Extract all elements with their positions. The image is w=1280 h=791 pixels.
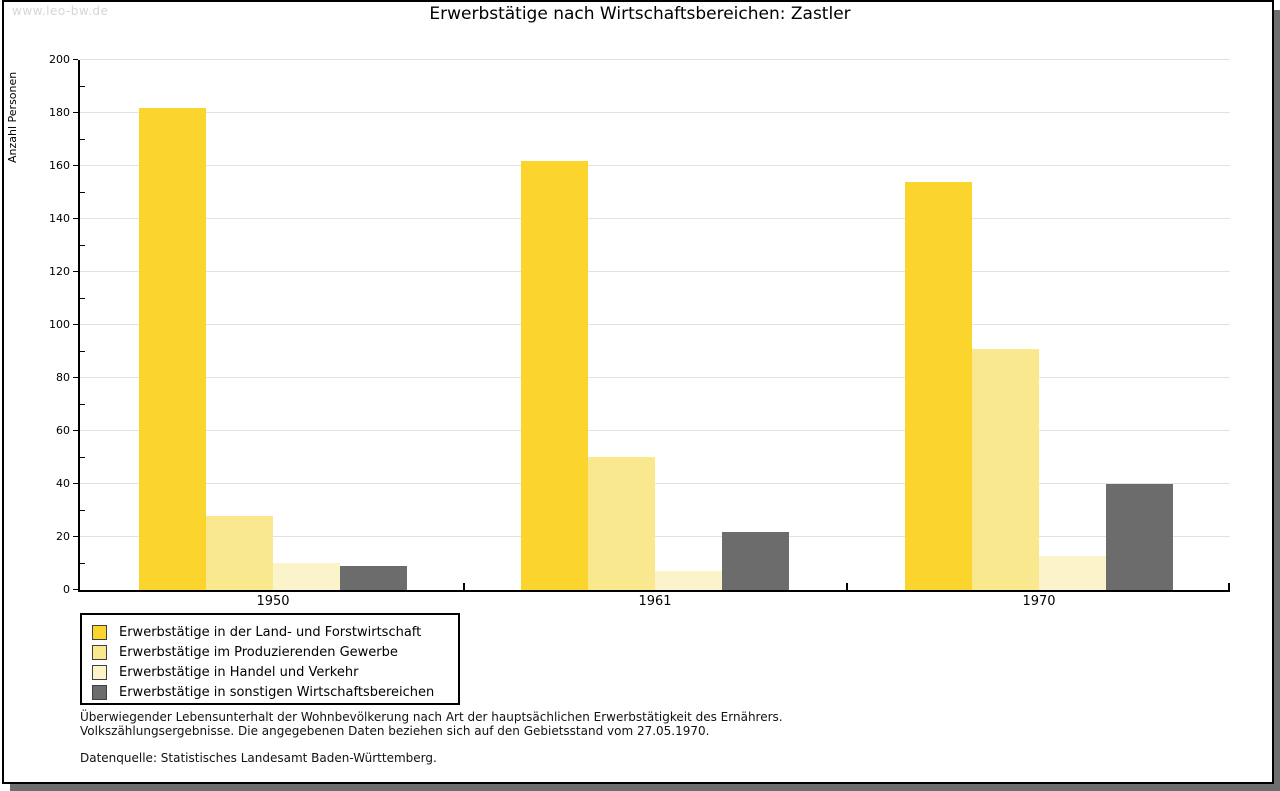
y-axis-minor-tick: [80, 350, 85, 352]
legend-item-sonstige-wirtschaftsbereiche: Erwerbstätige in sonstigen Wirtschaftsbe…: [92, 682, 458, 702]
bar-1961-series-3: [722, 532, 789, 590]
plot-area: 0 20 40 60 80 100 120 140 160 180 200 1950 1961 1970: [49, 54, 1230, 609]
y-axis-tick-label: 40: [56, 477, 70, 490]
gridline: [80, 377, 1230, 378]
y-axis-minor-tick: [80, 509, 85, 511]
y-axis-minor-tick: [80, 244, 85, 246]
x-axis-line: [78, 590, 1230, 592]
frame-shadow-right: [1274, 10, 1280, 791]
bar-1950-series-1: [206, 516, 273, 590]
bar-1970-series-1: [972, 349, 1039, 590]
data-source-line: Datenquelle: Statistisches Landesamt Bad…: [80, 751, 437, 765]
y-axis-minor-tick: [80, 403, 85, 405]
legend-item-produzierendes-gewerbe: Erwerbstätige im Produzierenden Gewerbe: [92, 642, 458, 662]
y-axis-major-tick: [73, 165, 78, 166]
y-axis-major-tick: [73, 112, 78, 113]
gridline: [80, 430, 1230, 431]
legend: Erwerbstätige in der Land- und Forstwirt…: [80, 613, 460, 705]
gridline: [80, 483, 1230, 484]
legend-swatch-sonstige-wirtschaftsbereiche: [92, 684, 107, 700]
bar-1961-series-1: [588, 457, 655, 590]
y-axis-minor-tick: [80, 297, 85, 299]
y-axis-major-tick: [73, 59, 78, 60]
y-axis-major-tick: [73, 589, 78, 590]
y-axis-major-tick: [73, 430, 78, 431]
legend-label: Erwerbstätige in der Land- und Forstwirt…: [119, 624, 422, 640]
y-axis-major-tick: [73, 483, 78, 484]
x-axis-boundary-tick: [846, 583, 848, 590]
y-axis-tick-label: 140: [49, 212, 70, 225]
x-axis-boundary-tick: [463, 583, 465, 590]
x-axis-category-label: 1961: [638, 594, 672, 609]
footnote-line-1: Überwiegender Lebensunterhalt der Wohnbe…: [80, 710, 783, 724]
y-axis-minor-tick: [80, 138, 85, 140]
y-axis-major-tick: [73, 218, 78, 219]
chart-title: Erwerbstätige nach Wirtschaftsbereichen:…: [429, 4, 851, 24]
bar-1970-series-3: [1106, 484, 1173, 590]
bar-1961-series-2: [655, 571, 722, 590]
legend-swatch-land-forstwirtschaft: [92, 624, 107, 640]
gridline: [80, 112, 1230, 113]
x-axis-end-tick: [1228, 583, 1230, 590]
y-axis-tick-label: 120: [49, 265, 70, 278]
bar-1950-series-2: [273, 563, 340, 590]
bar-1970-series-0: [905, 182, 972, 590]
y-axis-tick-label: 80: [56, 371, 70, 384]
gridline: [80, 271, 1230, 272]
y-axis-tick-label: 60: [56, 424, 70, 437]
bar-1950-series-3: [340, 566, 407, 590]
y-axis-title: Anzahl Personen: [6, 71, 19, 163]
gridline: [80, 218, 1230, 219]
x-axis-category-label: 1950: [256, 594, 290, 609]
bar-1970-series-2: [1039, 556, 1106, 590]
gridline: [80, 165, 1230, 166]
footnotes: Überwiegender Lebensunterhalt der Wohnbe…: [80, 710, 783, 765]
y-axis-major-tick: [73, 271, 78, 272]
y-axis-tick-label: 200: [49, 53, 70, 66]
y-axis-minor-tick: [80, 191, 85, 193]
y-axis-major-tick: [73, 377, 78, 378]
footnote-line-2: Volkszählungsergebnisse. Die angegebenen…: [80, 724, 710, 738]
legend-item-handel-verkehr: Erwerbstätige in Handel und Verkehr: [92, 662, 458, 682]
y-axis-minor-tick: [80, 85, 85, 87]
legend-swatch-handel-verkehr: [92, 664, 107, 680]
legend-label: Erwerbstätige in Handel und Verkehr: [119, 664, 359, 680]
legend-swatch-produzierendes-gewerbe: [92, 644, 107, 660]
y-axis-minor-tick: [80, 456, 85, 458]
y-axis-tick-label: 20: [56, 530, 70, 543]
y-axis-minor-tick: [80, 562, 85, 564]
bar-1950-series-0: [139, 108, 206, 590]
legend-item-land-forstwirtschaft: Erwerbstätige in der Land- und Forstwirt…: [92, 622, 458, 642]
y-axis-major-tick: [73, 536, 78, 537]
gridline: [80, 536, 1230, 537]
gridline: [80, 59, 1230, 60]
y-axis-major-tick: [73, 324, 78, 325]
legend-label: Erwerbstätige im Produzierenden Gewerbe: [119, 644, 398, 660]
y-axis-line: [78, 60, 80, 592]
y-axis-tick-label: 0: [63, 583, 70, 596]
y-axis-tick-label: 180: [49, 106, 70, 119]
x-axis-category-label: 1970: [1022, 594, 1056, 609]
legend-label: Erwerbstätige in sonstigen Wirtschaftsbe…: [119, 684, 435, 700]
y-axis-tick-label: 100: [49, 318, 70, 331]
frame-shadow-bottom: [10, 784, 1280, 791]
bar-1961-series-0: [521, 161, 588, 590]
y-axis-tick-label: 160: [49, 159, 70, 172]
watermark-leo-bw: www.leo-bw.de: [12, 4, 109, 18]
gridline: [80, 324, 1230, 325]
